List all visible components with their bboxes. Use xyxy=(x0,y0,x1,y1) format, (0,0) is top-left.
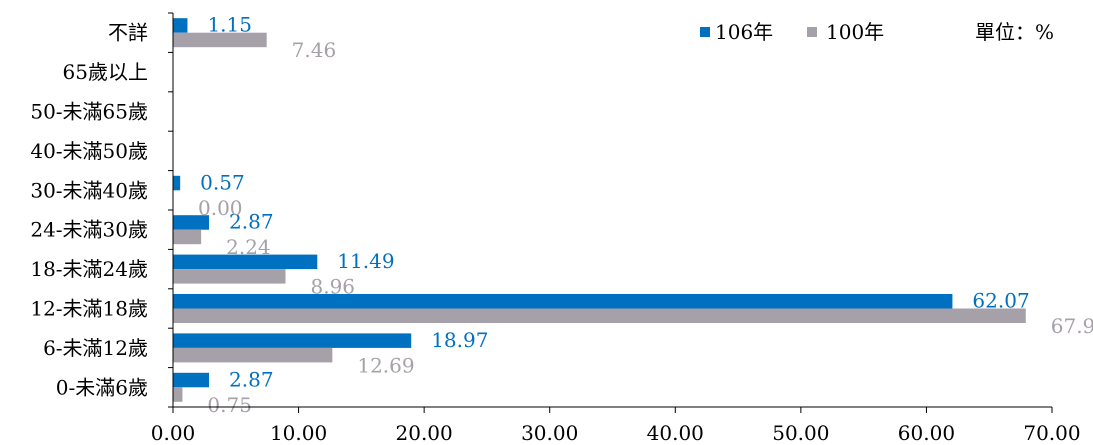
x-tick-label: 20.00 xyxy=(396,421,453,445)
data-labels-layer: 2.870.7518.9712.6962.0767.9111.498.962.8… xyxy=(198,13,1093,417)
bar-series-2 xyxy=(173,32,267,48)
bar-series-1 xyxy=(173,175,181,191)
x-tick-label: 60.00 xyxy=(898,421,955,445)
bar-series-1 xyxy=(173,333,412,348)
x-tick-label: 70.00 xyxy=(1023,421,1080,445)
unit-label: 單位：% xyxy=(975,20,1054,44)
x-tick-label: 50.00 xyxy=(772,421,829,445)
data-label: 18.97 xyxy=(431,328,488,352)
data-label: 0.00 xyxy=(198,196,243,220)
data-label: 0.75 xyxy=(207,393,252,417)
data-label: 12.69 xyxy=(357,353,414,377)
category-label: 6-未滿12歲 xyxy=(43,336,148,360)
category-label: 40-未滿50歲 xyxy=(30,139,148,163)
x-tick-label: 30.00 xyxy=(521,421,578,445)
data-label: 1.15 xyxy=(207,13,252,37)
data-label: 0.57 xyxy=(200,170,245,194)
category-label: 24-未滿30歲 xyxy=(30,218,148,242)
bar-series-1 xyxy=(173,18,188,33)
bar-series-2 xyxy=(173,229,202,245)
legend-swatch xyxy=(700,27,710,37)
bar-series-1 xyxy=(173,372,210,388)
data-label: 2.87 xyxy=(229,367,274,391)
bar-series-2 xyxy=(173,269,286,284)
category-label: 不詳 xyxy=(108,21,148,45)
bars-layer xyxy=(173,18,1026,402)
axis-layer: 0-未滿6歲 6-未滿12歲 12-未滿18歲 18-未滿24歲 24-未滿30歲 30-… xyxy=(30,12,1081,445)
legend-label: 106年 xyxy=(715,20,773,44)
data-label: 7.46 xyxy=(292,38,337,62)
data-label: 2.24 xyxy=(226,235,271,259)
legend-swatch xyxy=(807,27,817,37)
data-label: 2.87 xyxy=(229,210,274,234)
legend: 106年 100年 單位：% xyxy=(700,20,1054,44)
bar-series-2 xyxy=(173,347,333,363)
category-label: 18-未滿24歲 xyxy=(30,257,148,281)
category-label: 0-未滿6歲 xyxy=(56,375,148,399)
legend-label: 100年 xyxy=(826,20,884,44)
bar-series-2 xyxy=(173,387,183,402)
category-label: 65歲以上 xyxy=(63,60,148,84)
bar-series-1 xyxy=(173,294,953,309)
x-tick-label: 10.00 xyxy=(270,421,327,445)
x-tick-label: 40.00 xyxy=(647,421,704,445)
bar-series-2 xyxy=(173,308,1026,323)
data-label: 8.96 xyxy=(311,275,356,299)
bar-series-1 xyxy=(173,254,318,270)
data-label: 67.91 xyxy=(1051,314,1093,338)
data-label: 62.07 xyxy=(972,289,1029,313)
category-label: 12-未滿18歲 xyxy=(30,297,148,321)
data-label: 11.49 xyxy=(337,249,394,273)
x-tick-label: 0.00 xyxy=(151,421,196,445)
bar-series-1 xyxy=(173,215,210,230)
category-label: 50-未滿65歲 xyxy=(30,100,148,124)
category-label: 30-未滿40歲 xyxy=(30,178,148,202)
